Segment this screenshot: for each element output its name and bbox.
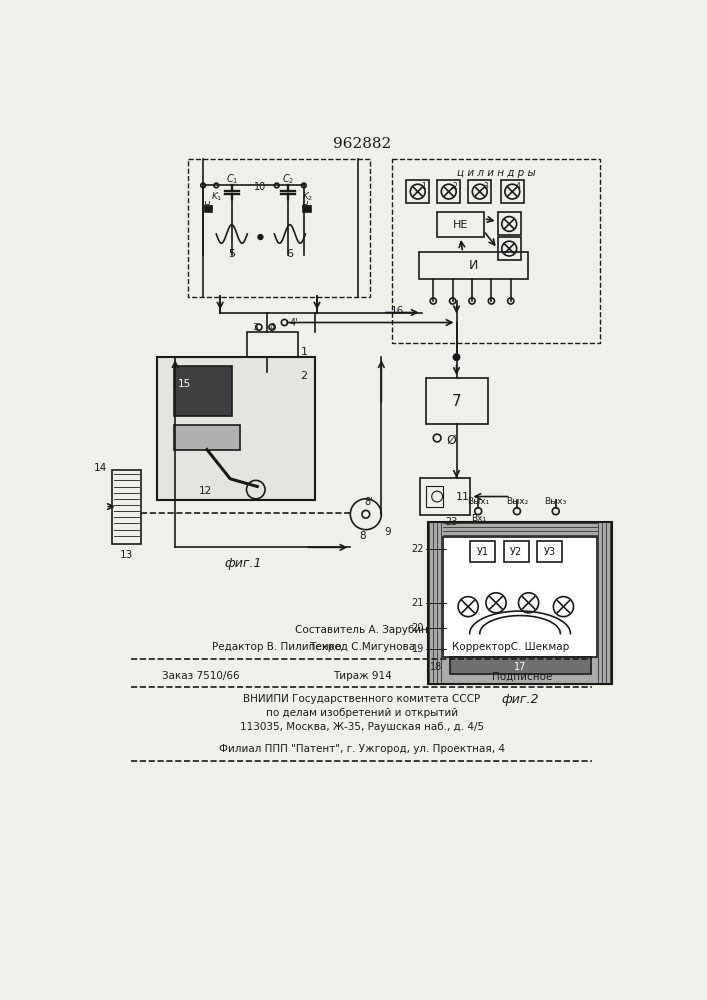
Text: Вых₁: Вых₁ [467,497,489,506]
Bar [501,180,524,203]
Bar [443,537,597,657]
Text: 3: 3 [484,182,489,191]
Text: И: И [469,259,478,272]
Text: фиг.2: фиг.2 [501,693,539,706]
Bar [204,206,212,212]
Circle shape [454,354,460,360]
Text: $C_2$: $C_2$ [282,172,295,186]
Text: $K_2$: $K_2$ [301,191,312,203]
Text: 23: 23 [445,517,458,527]
Text: 13: 13 [119,550,133,560]
Text: 962882: 962882 [333,137,391,151]
Bar [174,366,232,416]
Text: 14: 14 [93,463,107,473]
Bar [504,541,529,562]
Text: 113035, Москва, Ж-35, Раушская наб., д. 4/5: 113035, Москва, Ж-35, Раушская наб., д. … [240,722,484,732]
Bar [112,470,141,544]
Text: $H_2$: $H_2$ [301,199,312,212]
Text: Составитель А. Зарубин: Составитель А. Зарубин [296,625,428,635]
Bar [437,180,460,203]
Text: $H_1$: $H_1$ [203,199,214,212]
Text: 1: 1 [300,347,308,357]
Text: Редактор В. Пилипенко: Редактор В. Пилипенко [212,642,342,652]
Text: Подписное: Подписное [492,671,553,681]
Bar [470,541,495,562]
Text: 4: 4 [516,182,521,191]
Text: Тираж 914: Тираж 914 [332,671,392,681]
Text: фиг.1: фиг.1 [225,557,262,570]
Text: 8: 8 [359,531,366,541]
Text: 4': 4' [290,318,298,328]
Circle shape [258,235,263,239]
Bar [174,425,240,450]
Bar [156,357,315,500]
Text: КорректорС. Шекмар: КорректорС. Шекмар [452,642,569,652]
Text: 2: 2 [300,371,308,381]
Text: Вых₂: Вых₂ [506,497,528,506]
Text: 9: 9 [385,527,391,537]
Text: 5: 5 [228,249,235,259]
Bar [437,212,484,237]
Text: Филиал ППП "Патент", г. Ужгород, ул. Проектная, 4: Филиал ППП "Патент", г. Ужгород, ул. Про… [219,744,505,754]
Text: 21: 21 [411,598,424,608]
Bar [426,378,488,424]
Text: 1: 1 [421,182,426,191]
Text: 7: 7 [452,394,461,409]
Text: Заказ 7510/66: Заказ 7510/66 [162,671,240,681]
Bar [468,180,491,203]
Bar [537,541,562,562]
Text: 4: 4 [269,323,275,332]
Text: $C_1$: $C_1$ [226,172,238,186]
Bar [303,206,311,212]
Text: 19: 19 [411,644,424,654]
Bar [428,522,612,684]
Text: У1: У1 [477,547,489,557]
Text: $K_1$: $K_1$ [211,191,222,203]
Text: 17: 17 [514,662,526,672]
Text: Вых₃: Вых₃ [544,497,567,506]
Bar [392,158,600,343]
Text: ц и л и н д р ы: ц и л и н д р ы [457,168,535,178]
Bar [450,657,590,674]
Text: НЕ: НЕ [452,220,468,230]
Text: Ø: Ø [446,434,456,447]
Bar [406,180,429,203]
Text: ВНИИПИ Государственного комитета СССР: ВНИИПИ Государственного комитета СССР [243,694,481,704]
Text: 2: 2 [452,182,457,191]
Text: 22: 22 [411,544,424,554]
Text: У2: У2 [510,547,522,557]
Text: 10: 10 [254,182,266,192]
Bar [426,486,443,507]
Text: Вх₁: Вх₁ [471,514,486,523]
Circle shape [453,354,460,360]
Text: 6: 6 [286,249,293,259]
Text: по делам изобретений и открытий: по делам изобретений и открытий [266,708,458,718]
Text: Техред С.Мигунова: Техред С.Мигунова [309,642,415,652]
Text: 18: 18 [430,662,442,672]
Text: 11: 11 [456,492,469,502]
Bar [247,332,298,372]
Text: 15: 15 [178,379,192,389]
Text: 8': 8' [365,497,373,507]
Text: 3: 3 [252,323,258,332]
Bar [420,478,470,515]
Text: 12: 12 [199,486,212,496]
Text: 20: 20 [411,623,424,633]
Bar [187,158,370,297]
Bar [498,237,521,260]
Bar [498,212,521,235]
Bar [419,252,528,279]
Text: 16: 16 [391,306,404,316]
Text: У3: У3 [544,547,556,557]
